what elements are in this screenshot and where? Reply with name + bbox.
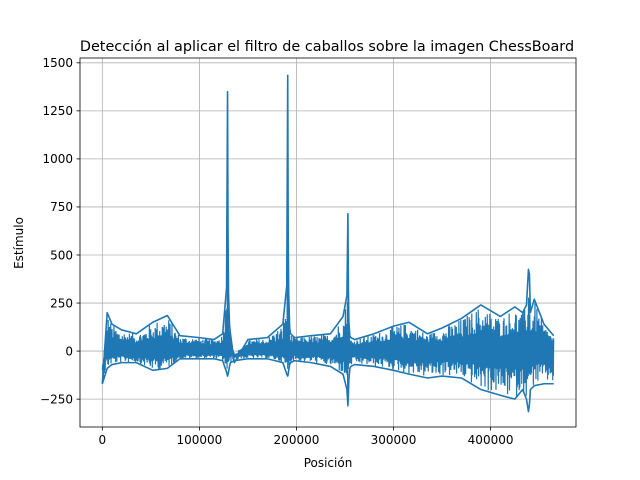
x-axis-label: Posición <box>304 456 353 470</box>
x-tick-label: 0 <box>99 433 107 447</box>
y-tick-label: 0 <box>65 344 73 358</box>
y-tick-label: 1500 <box>42 56 73 70</box>
y-tick-label: 500 <box>50 248 73 262</box>
plot-frame <box>79 57 577 428</box>
grid <box>80 58 576 427</box>
y-axis: −250 0 250 500 750 1000 1250 1500 <box>40 56 80 406</box>
y-tick-label: 750 <box>50 200 73 214</box>
x-tick-label: 200000 <box>274 433 320 447</box>
y-tick-label: −250 <box>40 392 73 406</box>
x-axis: 0 100000 200000 300000 400000 <box>99 427 514 447</box>
y-tick-label: 1000 <box>42 152 73 166</box>
series-lower-envelope <box>101 357 554 413</box>
x-tick-label: 400000 <box>468 433 514 447</box>
series-line <box>101 74 555 384</box>
y-tick-label: 250 <box>50 296 73 310</box>
plot-series <box>101 74 555 413</box>
x-tick-label: 300000 <box>371 433 417 447</box>
signal-band <box>101 164 555 396</box>
chart-title: Detección al aplicar el filtro de caball… <box>80 39 574 55</box>
x-tick-label: 100000 <box>176 433 222 447</box>
y-tick-label: 1250 <box>42 104 73 118</box>
y-axis-label: Estímulo <box>12 217 26 269</box>
